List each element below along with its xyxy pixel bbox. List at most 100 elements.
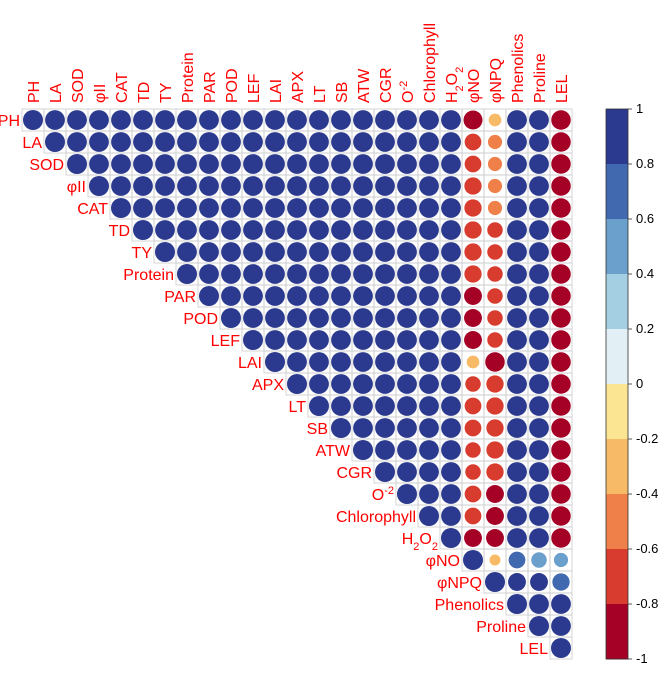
corr-circle-lt-sb <box>331 396 351 416</box>
corr-circle-cat-cat <box>111 198 131 218</box>
corr-circle-cat-lai <box>265 198 285 218</box>
corr-circle-la-sb <box>331 132 351 152</box>
corr-circle-par-o2 <box>397 286 417 306</box>
corr-circle-apx-lel <box>551 374 571 394</box>
corr-circle-atw-phinpq <box>486 441 504 459</box>
variable-labels: PH LA SOD φII CAT TD TY Protein PAR POD LEF LAI APX L… <box>0 23 571 658</box>
corr-circle-apx-atw <box>353 374 373 394</box>
corr-circle-o2-h2o2 <box>441 484 461 504</box>
corr-circle-la-cat <box>111 132 131 152</box>
row-label-lai: LAI <box>238 355 262 372</box>
corr-circle-ty-par <box>199 242 219 262</box>
row-label-h2o2: H2O2 <box>402 531 438 553</box>
corr-circle-ph-phenolics <box>507 110 527 130</box>
corr-circle-par-lel <box>551 286 571 306</box>
col-label-par: PAR <box>202 71 219 103</box>
col-label-la: LA <box>48 83 65 103</box>
corr-circle-lai-lt <box>309 352 329 372</box>
corr-circle-la-h2o2 <box>441 132 461 152</box>
corr-circle-sod-lt <box>309 154 329 174</box>
corr-circle-la-atw <box>353 132 373 152</box>
corr-circle-la-td <box>133 132 153 152</box>
corr-circle-td-protein <box>177 220 197 240</box>
col-label-td: TD <box>136 82 153 103</box>
colorbar-tick-label: 0.6 <box>636 211 654 226</box>
corr-circle-par-cgr <box>375 286 395 306</box>
corr-circle-sod-protein <box>177 154 197 174</box>
corr-circle-proline-proline <box>529 616 549 636</box>
corr-circle-ty-proline <box>529 242 549 262</box>
corr-circle-sb-proline <box>529 418 549 438</box>
corr-circle-phiii-o2 <box>397 176 417 196</box>
corr-circle-lai-h2o2 <box>441 352 461 372</box>
corr-circle-protein-cgr <box>375 264 395 284</box>
col-label-lef: LEF <box>246 73 263 103</box>
corr-circle-protein-atw <box>353 264 373 284</box>
corr-circle-ty-h2o2 <box>441 242 461 262</box>
corr-circle-ph-cgr <box>375 110 395 130</box>
corr-circle-protein-proline <box>529 264 549 284</box>
corr-circle-o2-lel <box>551 484 571 504</box>
corr-circle-td-sb <box>331 220 351 240</box>
corr-circle-phino-lel <box>553 552 569 568</box>
corr-circle-apx-chlorophyll <box>419 374 439 394</box>
corr-circle-ph-protein <box>177 110 197 130</box>
corr-circle-ty-lel <box>551 242 571 262</box>
corr-circle-protein-pod <box>221 264 241 284</box>
corr-circle-ty-ty <box>155 242 175 262</box>
corr-circle-apx-phino <box>465 376 481 392</box>
corr-circle-phiii-phiii <box>89 176 109 196</box>
corr-circle-ph-lt <box>309 110 329 130</box>
corr-circle-h2o2-phenolics <box>507 528 527 548</box>
corr-circle-atw-cgr <box>375 440 395 460</box>
corr-circle-chlorophyll-phenolics <box>507 506 527 526</box>
corr-circle-sod-par <box>199 154 219 174</box>
colorbar-segment <box>606 164 628 220</box>
row-label-cgr: CGR <box>336 465 372 482</box>
row-label-apx: APX <box>252 377 284 394</box>
corr-circle-ty-apx <box>287 242 307 262</box>
corr-circle-par-h2o2 <box>441 286 461 306</box>
corr-circle-atw-phino <box>465 442 481 458</box>
corr-circle-lai-lai <box>265 352 285 372</box>
corr-circle-atw-lel <box>551 440 571 460</box>
corr-circle-td-atw <box>353 220 373 240</box>
colorbar-tick-label: -0.8 <box>636 596 658 611</box>
corr-circle-td-phenolics <box>507 220 527 240</box>
corr-circle-h2o2-lel <box>551 528 571 548</box>
colorbar-segment <box>606 329 628 385</box>
corr-circle-sod-lai <box>265 154 285 174</box>
corr-circle-ph-proline <box>529 110 549 130</box>
corr-circle-cgr-o2 <box>397 462 417 482</box>
corr-circle-ph-phiii <box>89 110 109 130</box>
corr-circle-td-lel <box>551 220 571 240</box>
corr-circle-la-lel <box>551 132 571 152</box>
row-label-o2: O-2 <box>372 485 394 504</box>
corr-circle-phiii-phinpq <box>487 178 503 194</box>
corr-circle-sod-atw <box>353 154 373 174</box>
row-label-phinpq: φNPQ <box>437 575 482 592</box>
corr-circle-ph-lai <box>265 110 285 130</box>
corr-circle-chlorophyll-lel <box>551 506 571 526</box>
corr-circle-phino-proline <box>531 552 547 568</box>
col-label-phiii: φII <box>92 84 109 103</box>
corr-circle-sb-lel <box>551 418 571 438</box>
corr-circle-cgr-phenolics <box>507 462 527 482</box>
corr-circle-lef-o2 <box>397 330 417 350</box>
col-label-phinpq: φNPQ <box>488 58 505 103</box>
corr-circle-la-phino <box>464 133 482 151</box>
corr-circle-par-phenolics <box>507 286 527 306</box>
corr-circle-lai-o2 <box>397 352 417 372</box>
colorbar-tick-label: 0.4 <box>636 266 654 281</box>
corr-circle-cat-proline <box>529 198 549 218</box>
corr-circle-sb-cgr <box>375 418 395 438</box>
corr-circle-cat-atw <box>353 198 373 218</box>
corr-circle-sod-cgr <box>375 154 395 174</box>
corr-circle-protein-phinpq <box>487 266 503 282</box>
corr-circle-apx-phenolics <box>507 374 527 394</box>
corr-circle-ty-lai <box>265 242 285 262</box>
corr-circle-cgr-phino <box>465 464 481 480</box>
col-label-sb: SB <box>334 82 351 103</box>
corr-circle-cgr-lel <box>551 462 571 482</box>
corr-circle-la-sod <box>67 132 87 152</box>
